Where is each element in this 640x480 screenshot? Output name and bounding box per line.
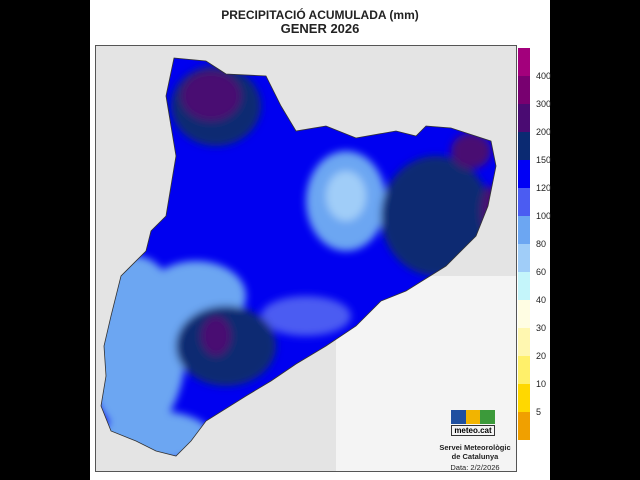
legend-label: 100 — [536, 211, 552, 221]
meteocat-logo: meteo.cat — [451, 410, 496, 436]
legend-band — [518, 188, 530, 216]
organization-name: Servei Meteorològic de Catalunya — [439, 443, 511, 461]
map-title: PRECIPITACIÓ ACUMULADA (mm) — [221, 8, 419, 22]
legend-band — [518, 104, 530, 132]
legend-label: 40 — [536, 295, 547, 305]
precipitation-map — [95, 45, 517, 472]
legend-band — [518, 76, 530, 104]
legend-band — [518, 160, 530, 188]
map-panel: PRECIPITACIÓ ACUMULADA (mm) GENER 2026 4… — [90, 0, 551, 480]
legend-band — [518, 300, 530, 328]
legend-label: 60 — [536, 267, 547, 277]
legend-label: 300 — [536, 99, 552, 109]
legend-label: 5 — [536, 407, 542, 417]
legend-band — [518, 328, 530, 356]
legend-band — [518, 216, 530, 244]
legend-label: 20 — [536, 351, 547, 361]
date-label: Data: 2/2/2026 — [450, 463, 500, 472]
legend-label: 10 — [536, 379, 547, 389]
legend-band — [518, 412, 530, 440]
legend-band — [518, 272, 530, 300]
legend-label: 150 — [536, 155, 552, 165]
legend-label: 400 — [536, 71, 552, 81]
color-legend: 400 300 200 150 120 100 80 60 40 30 20 10 5 — [518, 48, 551, 440]
legend-label: 120 — [536, 183, 552, 193]
legend-band — [518, 244, 530, 272]
map-subtitle: GENER 2026 — [280, 21, 360, 36]
legend-label: 30 — [536, 323, 547, 333]
legend-band — [518, 384, 530, 412]
legend-band — [518, 356, 530, 384]
legend-band — [518, 48, 530, 76]
legend-label: 200 — [536, 127, 552, 137]
legend-label: 80 — [536, 239, 547, 249]
legend-band — [518, 132, 530, 160]
